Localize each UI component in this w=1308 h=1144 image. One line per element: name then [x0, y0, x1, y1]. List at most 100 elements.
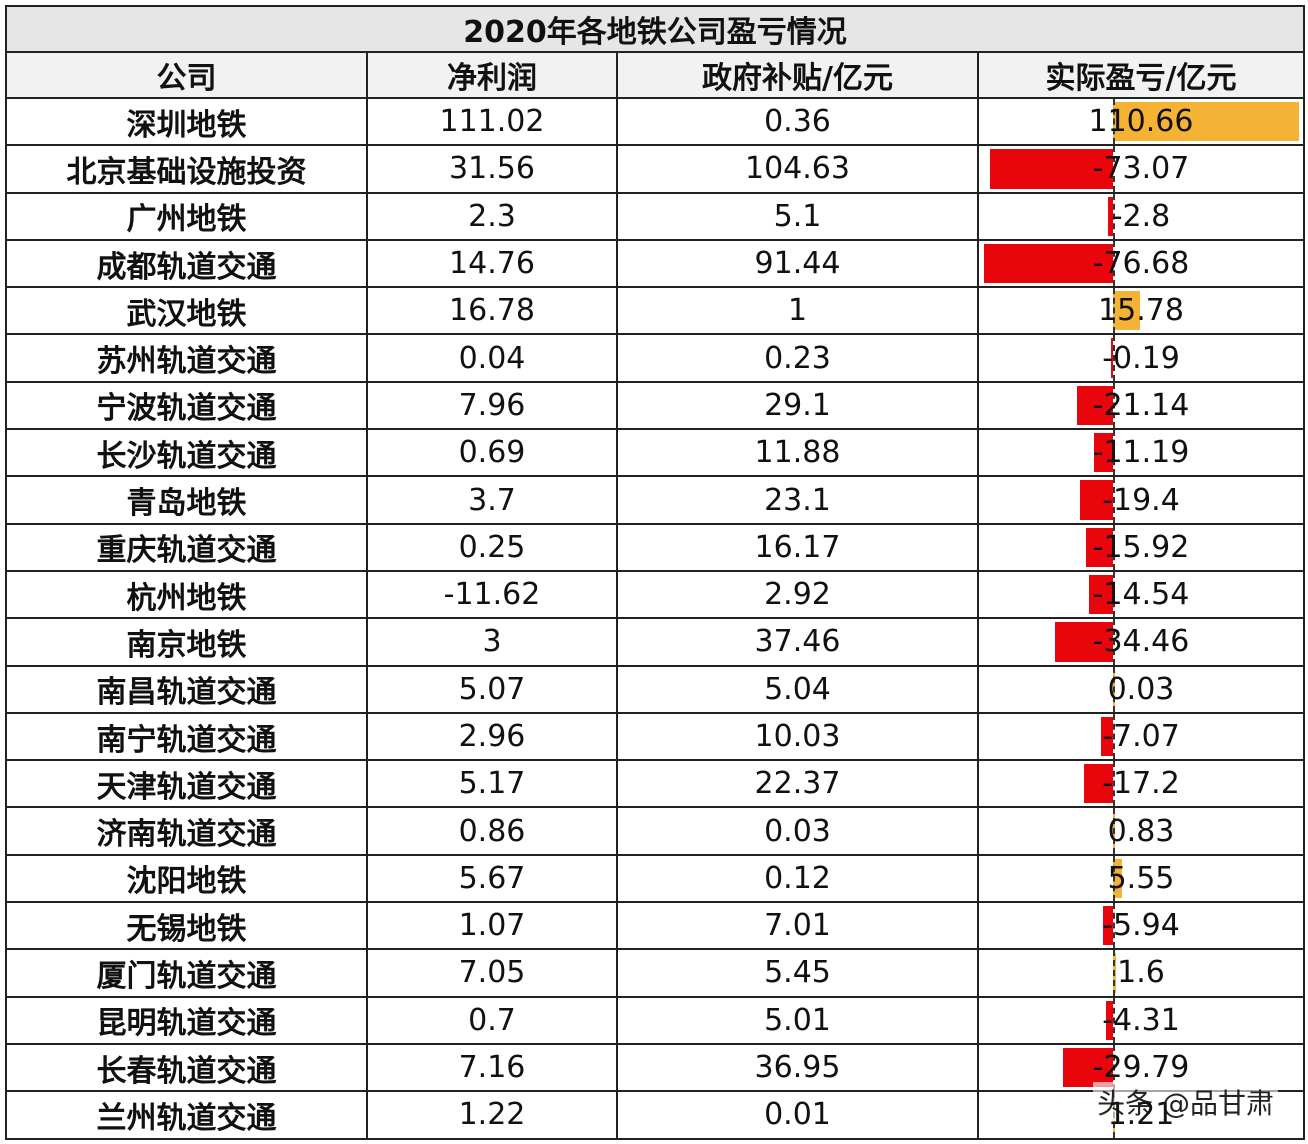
cell-actual-label: -5.94: [1102, 908, 1180, 944]
cell-net-profit: 0.25: [366, 522, 618, 572]
data-bar-axis: [1113, 100, 1115, 144]
cell-company: 厦门轨道交通: [5, 948, 368, 998]
title-row: 2020年各地铁公司盈亏情况: [5, 5, 1305, 53]
table-row: 沈阳地铁 5.67 0.12 5.55: [5, 853, 1305, 904]
data-bar-negative: [1088, 574, 1113, 615]
cell-actual-label: -15.92: [1092, 529, 1190, 565]
column-header-actual: 实际盈亏/亿元: [977, 51, 1305, 99]
cell-actual-label: 1.6: [1117, 955, 1165, 991]
cell-actual: -73.07: [977, 144, 1305, 194]
data-bar-negative: [1086, 527, 1113, 567]
cell-actual: 15.78: [977, 286, 1305, 336]
cell-actual-label: -19.4: [1102, 482, 1180, 518]
cell-actual: -21.14: [977, 380, 1305, 431]
data-bar-negative: [1101, 716, 1113, 757]
cell-net-profit: 31.56: [366, 144, 618, 194]
cell-actual: -76.68: [977, 238, 1305, 289]
cell-actual: 5.55: [977, 853, 1305, 904]
cell-subsidy: 0.12: [616, 853, 979, 904]
cell-actual-label: 5.55: [1107, 860, 1175, 896]
data-bar-negative: [1055, 622, 1113, 662]
table-row: 宁波轨道交通 7.96 29.1 -21.14: [5, 380, 1305, 431]
data-bar-negative: [1084, 764, 1113, 804]
data-bar-axis: [1113, 620, 1115, 664]
cell-company: 兰州轨道交通: [5, 1090, 368, 1140]
data-bar-axis: [1113, 951, 1115, 995]
cell-net-profit: 1.22: [366, 1090, 618, 1140]
cell-subsidy: 104.63: [616, 144, 979, 194]
data-bar-negative: [1111, 338, 1113, 378]
cell-actual: -19.4: [977, 475, 1305, 525]
cell-actual-label: -4.31: [1102, 1002, 1180, 1038]
cell-net-profit: 2.3: [366, 191, 618, 241]
table-row: 厦门轨道交通 7.05 5.45 1.6: [5, 948, 1305, 998]
data-bar-axis: [1113, 525, 1115, 569]
cell-net-profit: 1.07: [366, 901, 618, 951]
cell-actual: 110.66: [977, 96, 1305, 147]
table-row: 苏州轨道交通 0.04 0.23 -0.19: [5, 333, 1305, 383]
cell-company: 深圳地铁: [5, 96, 368, 147]
cell-net-profit: 0.04: [366, 333, 618, 383]
cell-subsidy: 22.37: [616, 759, 979, 809]
cell-net-profit: 16.78: [366, 286, 618, 336]
cell-company: 沈阳地铁: [5, 853, 368, 904]
table-row: 南宁轨道交通 2.96 10.03 -7.07: [5, 711, 1305, 762]
cell-actual-label: -76.68: [1092, 246, 1190, 282]
cell-net-profit: 7.96: [366, 380, 618, 431]
data-bar-axis: [1113, 714, 1115, 759]
cell-company: 南京地铁: [5, 617, 368, 667]
column-header-company: 公司: [5, 51, 368, 99]
cell-net-profit: -11.62: [366, 569, 618, 620]
cell-net-profit: 5.67: [366, 853, 618, 904]
table-title: 2020年各地铁公司盈亏情况: [5, 5, 1305, 53]
cell-company: 广州地铁: [5, 191, 368, 241]
cell-company: 天津轨道交通: [5, 759, 368, 809]
header-row: 公司 净利润 政府补贴/亿元 实际盈亏/亿元: [5, 51, 1305, 99]
cell-actual-label: -14.54: [1092, 577, 1190, 613]
cell-subsidy: 0.23: [616, 333, 979, 383]
cell-company: 南宁轨道交通: [5, 711, 368, 762]
data-bar-positive: [1113, 858, 1123, 899]
data-bar-negative: [1062, 1047, 1113, 1088]
data-bar-negative: [1103, 906, 1113, 946]
cell-subsidy: 1: [616, 286, 979, 336]
data-bar-negative: [1094, 433, 1113, 473]
cell-actual: -5.94: [977, 901, 1305, 951]
table-row: 天津轨道交通 5.17 22.37 -17.2: [5, 759, 1305, 809]
cell-subsidy: 5.1: [616, 191, 979, 241]
data-bar-axis: [1113, 856, 1115, 901]
data-bar-negative: [1108, 196, 1113, 236]
cell-company: 长春轨道交通: [5, 1042, 368, 1093]
profit-loss-table: 2020年各地铁公司盈亏情况 公司 净利润 政府补贴/亿元 实际盈亏/亿元 深圳…: [5, 5, 1305, 1140]
cell-subsidy: 16.17: [616, 522, 979, 572]
cell-net-profit: 3.7: [366, 475, 618, 525]
cell-subsidy: 11.88: [616, 428, 979, 478]
cell-subsidy: 5.45: [616, 948, 979, 998]
table-row: 长沙轨道交通 0.69 11.88 -11.19: [5, 428, 1305, 478]
cell-subsidy: 23.1: [616, 475, 979, 525]
data-bar-negative: [1105, 1000, 1113, 1040]
cell-net-profit: 3: [366, 617, 618, 667]
data-bar-axis: [1113, 809, 1115, 853]
cell-net-profit: 2.96: [366, 711, 618, 762]
cell-net-profit: 0.86: [366, 806, 618, 856]
table-row: 武汉地铁 16.78 1 15.78: [5, 286, 1305, 336]
cell-subsidy: 37.46: [616, 617, 979, 667]
data-bar-negative: [990, 149, 1113, 189]
table-row: 无锡地铁 1.07 7.01 -5.94: [5, 901, 1305, 951]
cell-actual: -17.2: [977, 759, 1305, 809]
cell-subsidy: 0.36: [616, 96, 979, 147]
cell-subsidy: 5.01: [616, 995, 979, 1045]
cell-net-profit: 0.69: [366, 428, 618, 478]
table-row: 济南轨道交通 0.86 0.03 0.83: [5, 806, 1305, 856]
cell-actual-label: 0.83: [1107, 813, 1175, 849]
table-row: 长春轨道交通 7.16 36.95 -29.79: [5, 1042, 1305, 1093]
cell-company: 宁波轨道交通: [5, 380, 368, 431]
data-bar-axis: [1113, 289, 1115, 333]
cell-company: 无锡地铁: [5, 901, 368, 951]
data-bar-axis: [1113, 667, 1115, 711]
cell-actual: -7.07: [977, 711, 1305, 762]
table-row: 成都轨道交通 14.76 91.44 -76.68: [5, 238, 1305, 289]
data-bar-axis: [1113, 904, 1115, 948]
data-bar-positive: [1113, 102, 1299, 142]
